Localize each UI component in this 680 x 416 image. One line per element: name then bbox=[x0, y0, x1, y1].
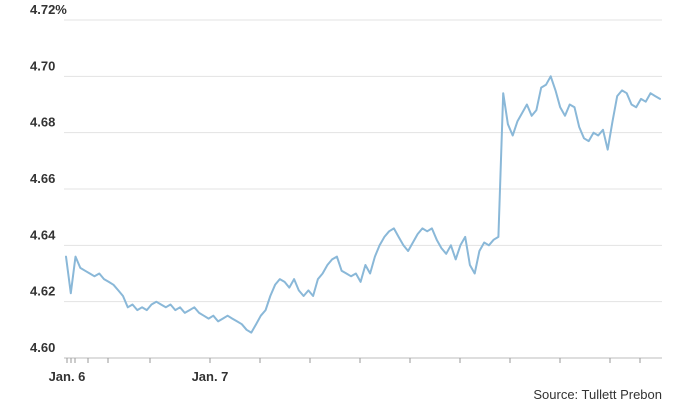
series-line bbox=[65, 75, 661, 334]
x-axis: Jan. 6 Jan. 7 bbox=[49, 358, 641, 384]
x-tick-label: Jan. 6 bbox=[49, 369, 86, 384]
y-tick-label: 4.66 bbox=[30, 171, 55, 186]
line-chart: 4.72%4.704.684.664.644.624.60 Jan. 6 Jan.… bbox=[30, 2, 662, 384]
y-tick-label: 4.72% bbox=[30, 2, 67, 17]
y-tick-label: 4.62 bbox=[30, 284, 55, 299]
source-note: Source: Tullett Prebon bbox=[533, 387, 662, 402]
y-tick-label: 4.64 bbox=[30, 227, 56, 242]
y-tick-label: 4.70 bbox=[30, 58, 55, 73]
grid-lines bbox=[64, 19, 662, 359]
x-tick-label: Jan. 7 bbox=[192, 369, 229, 384]
y-tick-label: 4.60 bbox=[30, 340, 55, 355]
y-axis-ticks: 4.72% 4.70 4.68 4.66 4.64 4.62 4.60 bbox=[30, 2, 67, 355]
y-tick-label: 4.68 bbox=[30, 115, 55, 130]
